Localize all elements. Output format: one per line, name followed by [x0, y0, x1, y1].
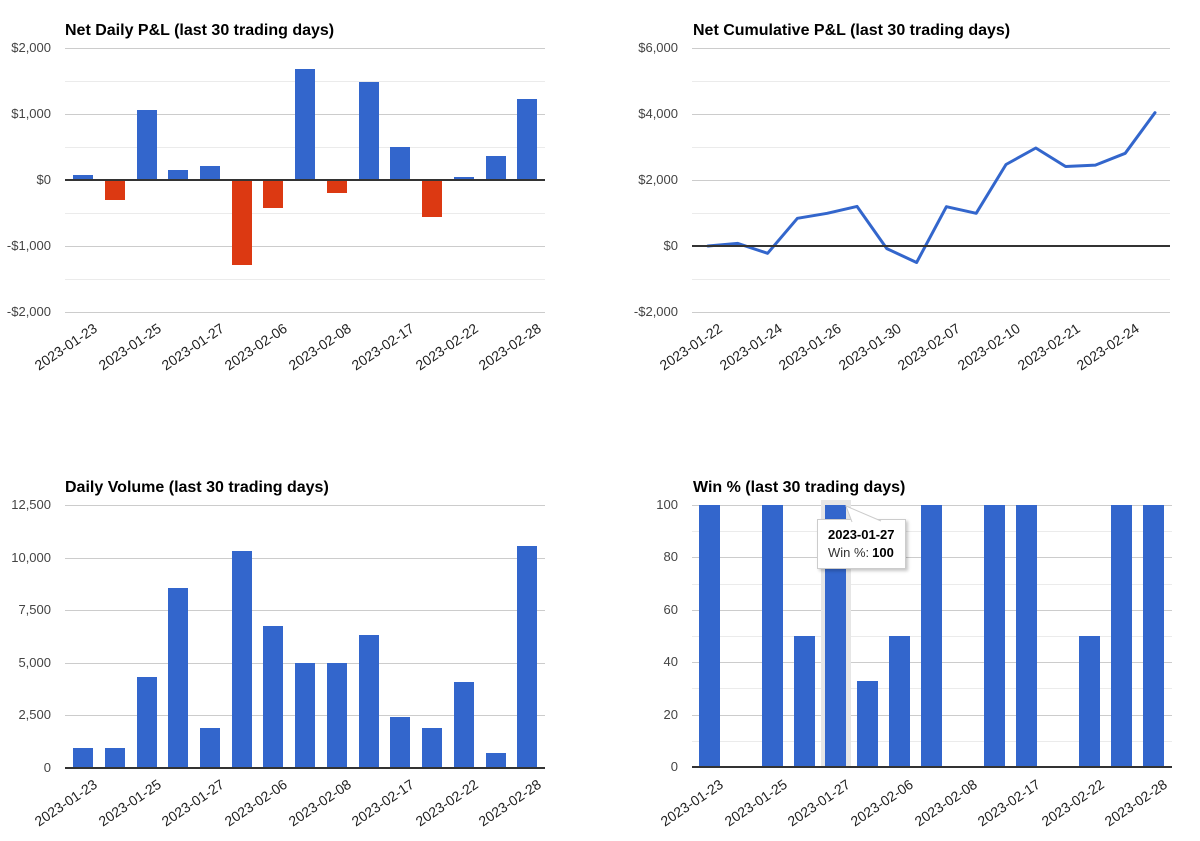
major-gridline: [65, 505, 545, 506]
daily-volume-bar[interactable]: [136, 676, 157, 768]
net-daily-pnl-bar[interactable]: [73, 174, 93, 180]
win-pct-bar[interactable]: [762, 505, 783, 767]
daily-volume-bar[interactable]: [73, 748, 93, 768]
y-axis-label: 5,000: [18, 655, 51, 670]
chart-win-pct: Win % (last 30 trading days) 2023-01-27 …: [600, 440, 1200, 841]
chart-net-cumulative-pnl: Net Cumulative P&L (last 30 trading days…: [600, 0, 1200, 440]
daily-volume-bar[interactable]: [295, 663, 316, 768]
win-pct-bar[interactable]: [1015, 505, 1037, 767]
major-gridline: [692, 48, 1170, 49]
major-gridline: [692, 114, 1170, 115]
y-axis-label: -$1,000: [6, 238, 51, 253]
major-gridline: [65, 312, 545, 313]
win-pct-bar[interactable]: [1142, 505, 1164, 767]
y-axis-label: 0: [670, 759, 678, 774]
win-pct-bar[interactable]: [857, 680, 879, 767]
net-daily-pnl-bar[interactable]: [485, 156, 506, 180]
tooltip-metric-value: 100: [872, 545, 894, 560]
y-axis-label: $2,000: [638, 172, 678, 187]
zero-axis-line: [65, 179, 545, 181]
chart-title: Win % (last 30 trading days): [693, 479, 906, 497]
win-pct-bar[interactable]: [793, 636, 815, 767]
major-gridline: [65, 246, 545, 247]
minor-gridline: [65, 213, 545, 214]
daily-volume-bar[interactable]: [231, 550, 252, 768]
y-axis-label: 20: [663, 707, 678, 722]
chart-title: Net Cumulative P&L (last 30 trading days…: [693, 22, 1011, 40]
y-axis-label: $6,000: [638, 40, 678, 55]
daily-volume-bar[interactable]: [104, 748, 125, 768]
y-axis-label: 80: [663, 549, 678, 564]
major-gridline: [692, 312, 1170, 313]
y-axis-label: $0: [663, 238, 678, 253]
win-pct-bar[interactable]: [698, 505, 720, 767]
win-pct-bar[interactable]: [1111, 505, 1132, 767]
net-daily-pnl-bar[interactable]: [104, 180, 125, 200]
y-axis-label: 60: [663, 602, 678, 617]
minor-gridline: [692, 81, 1170, 82]
daily-volume-bar[interactable]: [168, 588, 189, 768]
net-daily-pnl-bar[interactable]: [390, 147, 411, 180]
major-gridline: [65, 48, 545, 49]
zero-axis-line: [65, 767, 545, 769]
win-pct-bar[interactable]: [825, 505, 847, 767]
major-gridline: [65, 558, 545, 559]
y-axis-label: 10,000: [11, 550, 51, 565]
zero-axis-line: [692, 766, 1172, 768]
win-pct-bar[interactable]: [920, 505, 942, 767]
net-daily-pnl-bar[interactable]: [422, 180, 443, 217]
daily-volume-bar[interactable]: [199, 728, 220, 768]
major-gridline: [65, 610, 545, 611]
minor-gridline: [65, 279, 545, 280]
zero-axis-line: [692, 245, 1170, 247]
minor-gridline: [692, 147, 1170, 148]
y-axis-label: $4,000: [638, 106, 678, 121]
net-daily-pnl-bar[interactable]: [295, 68, 316, 180]
win-pct-bar[interactable]: [1079, 636, 1101, 767]
net-daily-pnl-bar[interactable]: [453, 177, 474, 180]
daily-volume-bar[interactable]: [517, 546, 538, 768]
tooltip-metric: Win %: 100: [828, 544, 895, 562]
net-daily-pnl-bar[interactable]: [199, 166, 220, 180]
tooltip-date: 2023-01-27: [828, 527, 895, 542]
y-axis-label: 0: [43, 760, 51, 775]
y-axis-label: 12,500: [11, 497, 51, 512]
net-daily-pnl-bar[interactable]: [358, 82, 379, 180]
daily-volume-bar[interactable]: [358, 634, 379, 768]
chart-daily-volume: Daily Volume (last 30 trading days) 12,5…: [0, 440, 600, 841]
net-daily-pnl-bar[interactable]: [168, 170, 189, 180]
daily-volume-bar[interactable]: [453, 681, 474, 768]
win-pct-bar[interactable]: [984, 505, 1006, 767]
y-axis-label: $0: [36, 172, 51, 187]
y-axis-label: -$2,000: [633, 304, 678, 319]
y-axis-label: 2,500: [18, 707, 51, 722]
daily-volume-bar[interactable]: [485, 753, 506, 768]
net-daily-pnl-bar[interactable]: [517, 98, 538, 180]
hover-tooltip: 2023-01-27 Win %: 100: [817, 519, 906, 569]
net-daily-pnl-bar[interactable]: [263, 180, 284, 208]
chart-title: Net Daily P&L (last 30 trading days): [65, 22, 335, 40]
y-axis-label: 100: [656, 497, 678, 512]
daily-volume-bar[interactable]: [263, 626, 284, 768]
y-axis-label: $2,000: [11, 40, 51, 55]
chart-net-daily-pnl: Net Daily P&L (last 30 trading days) $2,…: [0, 0, 600, 440]
daily-volume-bar[interactable]: [422, 728, 443, 768]
y-axis-label: 40: [663, 654, 678, 669]
minor-gridline: [692, 213, 1170, 214]
y-axis-label: -$2,000: [6, 304, 51, 319]
net-daily-pnl-bar[interactable]: [231, 180, 252, 265]
daily-volume-bar[interactable]: [326, 663, 347, 768]
y-axis-label: $1,000: [11, 106, 51, 121]
win-pct-bar[interactable]: [888, 636, 910, 767]
major-gridline: [692, 180, 1170, 181]
chart-title: Daily Volume (last 30 trading days): [65, 479, 329, 497]
y-axis-label: 7,500: [18, 602, 51, 617]
daily-volume-bar[interactable]: [390, 716, 411, 768]
net-daily-pnl-bar[interactable]: [136, 110, 157, 180]
tooltip-metric-label: Win %:: [828, 545, 870, 560]
minor-gridline: [692, 279, 1170, 280]
net-daily-pnl-bar[interactable]: [326, 180, 347, 194]
